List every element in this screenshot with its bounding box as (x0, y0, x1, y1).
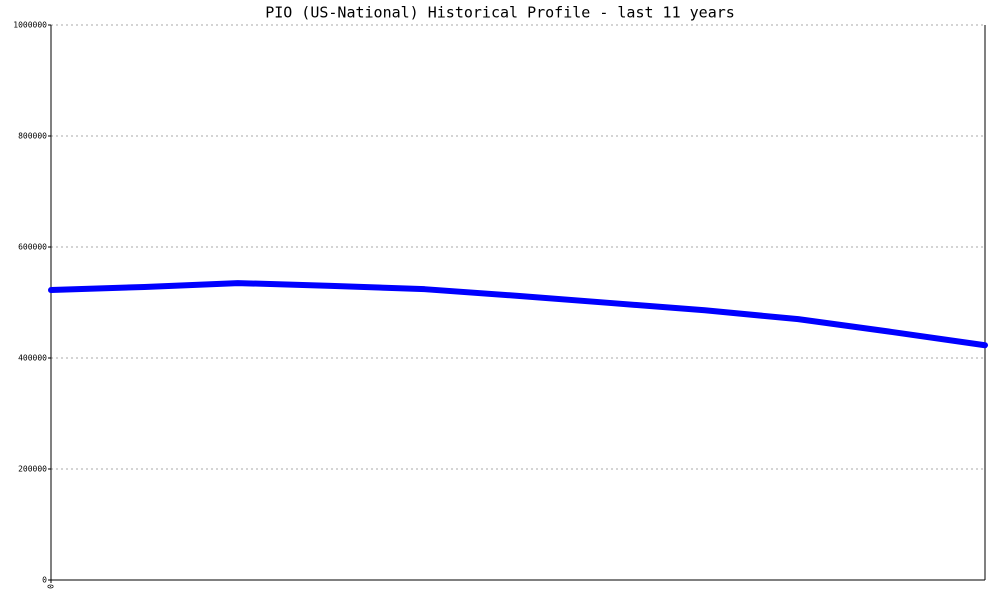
line-series (48, 280, 988, 349)
y-tick-label: 800000 (18, 132, 47, 141)
y-tick-label: 1000000 (13, 21, 47, 30)
y-tick-label: 0 (42, 576, 47, 585)
y-tick-label: 400000 (18, 354, 47, 363)
x-tick-label: 0 (47, 584, 56, 589)
chart-title: PIO (US-National) Historical Profile - l… (265, 4, 735, 22)
y-tick-label: 200000 (18, 465, 47, 474)
y-tick-label: 600000 (18, 243, 47, 252)
